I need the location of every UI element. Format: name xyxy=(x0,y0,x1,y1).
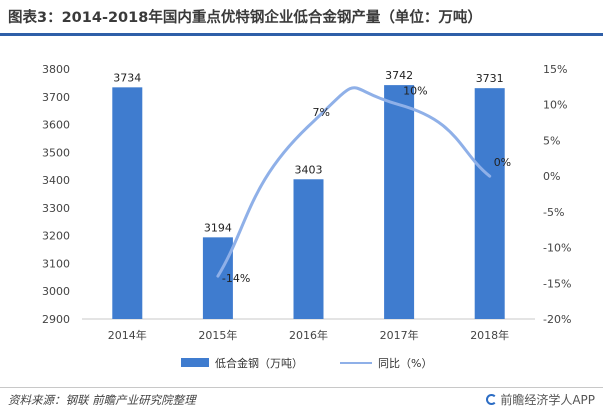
y2-tick-label: 5% xyxy=(543,134,560,147)
bar xyxy=(293,179,324,319)
y-tick-label: 3400 xyxy=(42,174,70,187)
y-tick-label: 3500 xyxy=(42,146,70,159)
line-value-label: -14% xyxy=(222,272,250,285)
line-value-label: 7% xyxy=(313,106,330,119)
source-note: 资料来源：钢联 前瞻产业研究院整理 xyxy=(8,393,196,407)
y2-tick-label: 15% xyxy=(543,63,567,76)
brand-label: 前瞻经济学人APP xyxy=(500,393,595,407)
y-tick-label: 3100 xyxy=(42,257,70,270)
bar-value-label: 3742 xyxy=(385,69,413,82)
legend-swatch-bar xyxy=(181,358,209,367)
y-tick-label: 3200 xyxy=(42,230,70,243)
legend-label-bar: 低合金钢（万吨） xyxy=(215,357,303,370)
y2-tick-label: -20% xyxy=(543,313,571,326)
y2-tick-label: -15% xyxy=(543,277,571,290)
y2-tick-label: -10% xyxy=(543,242,571,255)
y-tick-label: 3000 xyxy=(42,285,70,298)
bar xyxy=(474,88,505,320)
y-tick-label: 3800 xyxy=(42,63,70,76)
brand-logo-icon xyxy=(486,394,498,405)
y-tick-label: 2900 xyxy=(42,313,70,326)
x-tick-label: 2014年 xyxy=(108,328,147,342)
yoy-line xyxy=(216,86,492,278)
legend: 低合金钢（万吨） 同比（%） xyxy=(0,355,603,371)
y2-tick-label: -5% xyxy=(543,206,564,219)
y-tick-label: 3600 xyxy=(42,119,70,132)
line-value-label: 0% xyxy=(494,156,511,169)
brand: 前瞻经济学人APP xyxy=(486,391,595,408)
x-tick-label: 2017年 xyxy=(380,328,419,342)
x-tick-label: 2016年 xyxy=(289,328,328,342)
bar xyxy=(202,237,233,319)
footer-divider xyxy=(0,387,603,388)
x-tick-label: 2015年 xyxy=(198,328,237,342)
bar-value-label: 3734 xyxy=(113,71,141,84)
line-value-label: 10% xyxy=(403,85,427,98)
bar-value-label: 3194 xyxy=(204,221,232,234)
bar xyxy=(112,87,143,319)
y-tick-label: 3300 xyxy=(42,202,70,215)
bar xyxy=(384,85,415,319)
y2-tick-label: 10% xyxy=(543,99,567,112)
y-tick-label: 3700 xyxy=(42,91,70,104)
bar-value-label: 3403 xyxy=(295,163,323,176)
legend-label-line: 同比（%） xyxy=(378,357,433,370)
chart-title: 图表3：2014-2018年国内重点优特钢企业低合金钢产量（单位：万吨） xyxy=(8,10,482,26)
x-tick-label: 2018年 xyxy=(470,328,509,342)
bar-value-label: 3731 xyxy=(476,72,504,85)
legend-swatch-line xyxy=(340,362,372,364)
y2-tick-label: 0% xyxy=(543,170,560,183)
chart: 2900 3000 3100 3200 3300 3400 3500 3600 3700 3800… xyxy=(42,63,571,342)
title-underline xyxy=(0,33,603,36)
